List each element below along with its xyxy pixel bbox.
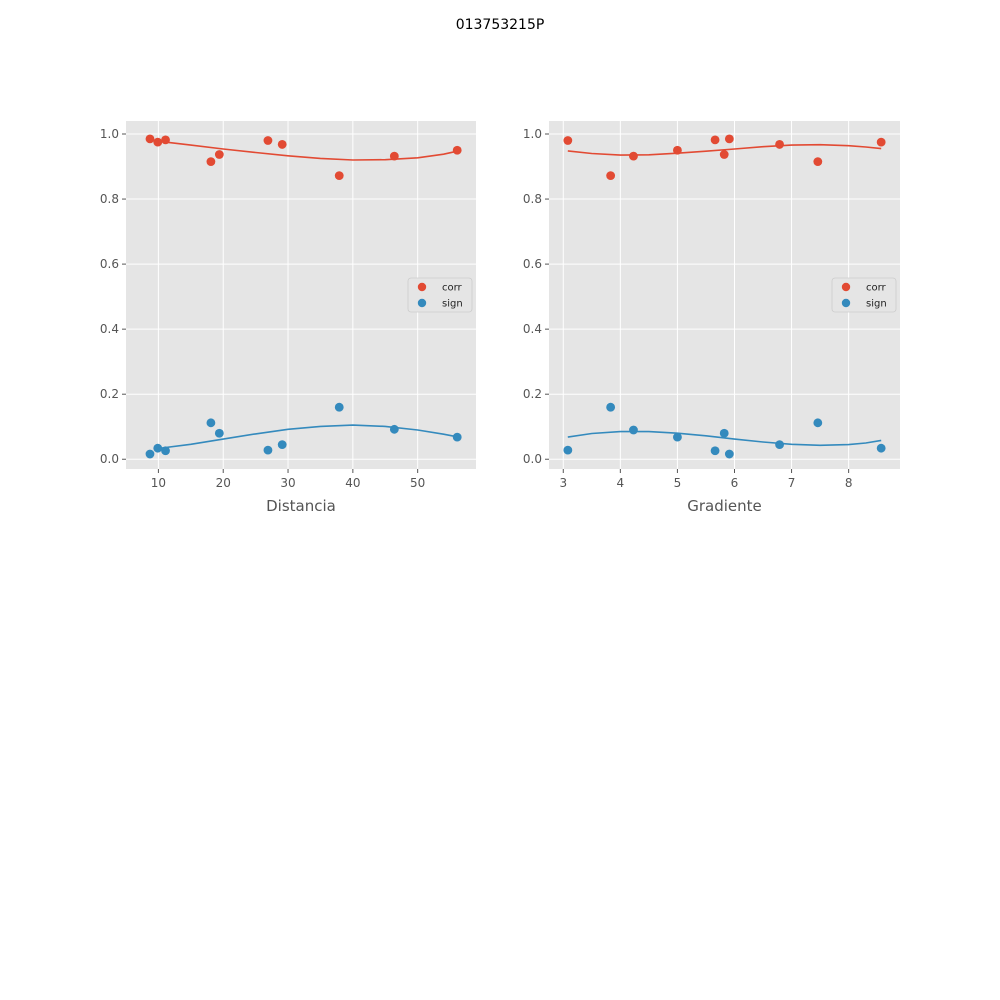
x-tick-label: 3: [559, 476, 567, 490]
data-point-sign: [206, 418, 216, 428]
data-point-sign: [277, 440, 287, 450]
data-point-corr: [710, 135, 720, 145]
legend-label-sign: sign: [866, 299, 887, 310]
data-point-corr: [334, 171, 344, 181]
x-axis-label: Distancia: [266, 497, 336, 515]
y-tick-label: 0.0: [523, 452, 542, 466]
data-point-sign: [452, 432, 462, 442]
data-point-corr: [145, 134, 155, 144]
data-point-sign: [606, 402, 616, 412]
data-point-corr: [876, 137, 886, 147]
y-tick-label: 0.6: [523, 257, 542, 271]
data-point-corr: [719, 150, 729, 159]
legend-marker-corr: [841, 282, 851, 292]
data-point-sign: [813, 418, 823, 428]
legend: corr sign: [407, 277, 473, 313]
legend-label-corr: corr: [442, 283, 463, 294]
x-tick-label: 20: [216, 476, 231, 490]
data-point-corr: [263, 136, 273, 145]
x-tick-label: 50: [410, 476, 425, 490]
y-tick-label: 1.0: [100, 127, 119, 141]
data-point-corr: [673, 145, 682, 155]
data-point-corr: [206, 157, 216, 167]
y-tick-label: 0.4: [100, 322, 119, 336]
data-point-corr: [153, 137, 163, 147]
x-tick-label: 30: [280, 476, 295, 490]
data-point-corr: [629, 151, 638, 161]
legend-label-sign: sign: [442, 299, 463, 310]
data-point-sign: [263, 445, 273, 455]
data-point-corr: [724, 134, 734, 144]
fit-line-sign: [567, 430, 882, 447]
data-point-sign: [775, 440, 784, 450]
legend-marker-corr: [417, 282, 427, 292]
data-point-corr: [563, 136, 573, 145]
data-point-sign: [389, 424, 399, 434]
x-axis-label: Gradiente: [687, 497, 762, 515]
data-point-sign: [563, 445, 573, 455]
x-tick-label: 4: [617, 476, 625, 490]
y-tick-label: 0.2: [523, 387, 542, 401]
x-tick-label: 6: [731, 476, 739, 490]
data-point-sign: [153, 443, 163, 453]
data-point-corr: [606, 171, 616, 181]
fit-line-corr: [567, 143, 882, 156]
data-point-corr: [214, 150, 224, 159]
figure-title: 013753215P: [455, 17, 545, 33]
legend-marker-sign: [417, 298, 427, 308]
data-point-sign: [145, 449, 155, 459]
data-point-sign: [673, 432, 682, 442]
data-point-corr: [389, 151, 399, 161]
x-tick-label: 7: [788, 476, 796, 490]
data-point-corr: [452, 145, 462, 155]
data-point-sign: [710, 446, 720, 456]
fit-line-corr: [157, 140, 458, 161]
y-tick-label: 0.2: [100, 387, 119, 401]
y-tick-label: 1.0: [523, 127, 542, 141]
data-point-sign: [214, 428, 224, 438]
data-point-sign: [334, 402, 344, 412]
data-point-corr: [813, 157, 823, 167]
legend-label-corr: corr: [866, 283, 887, 294]
x-tick-label: 10: [151, 476, 166, 490]
data-point-sign: [724, 449, 734, 459]
data-point-sign: [161, 446, 170, 456]
data-point-corr: [775, 140, 784, 149]
x-tick-label: 40: [345, 476, 360, 490]
data-point-sign: [629, 425, 638, 435]
data-point-corr: [161, 135, 170, 145]
x-tick-label: 5: [674, 476, 682, 490]
data-point-corr: [277, 140, 287, 149]
chart-panel-2: 3 4 5 6 7 8 0.0 0.2 0.4 0.6 0.8 1.0 Gradiente corr sig…: [523, 121, 900, 515]
y-tick-label: 0.4: [523, 322, 542, 336]
data-point-sign: [876, 443, 886, 453]
legend: corr sign: [831, 277, 897, 313]
y-tick-label: 0.0: [100, 452, 119, 466]
y-tick-label: 0.8: [523, 192, 542, 206]
data-point-sign: [719, 428, 729, 438]
fit-line-sign: [157, 424, 458, 450]
y-tick-label: 0.6: [100, 257, 119, 271]
chart-panel-1: 10 20 30 40 50 0.0 0.2 0.4 0.6 0.8 1.0 Distancia cor…: [100, 121, 476, 515]
x-tick-label: 8: [845, 476, 853, 490]
legend-marker-sign: [841, 298, 851, 308]
y-tick-label: 0.8: [100, 192, 119, 206]
